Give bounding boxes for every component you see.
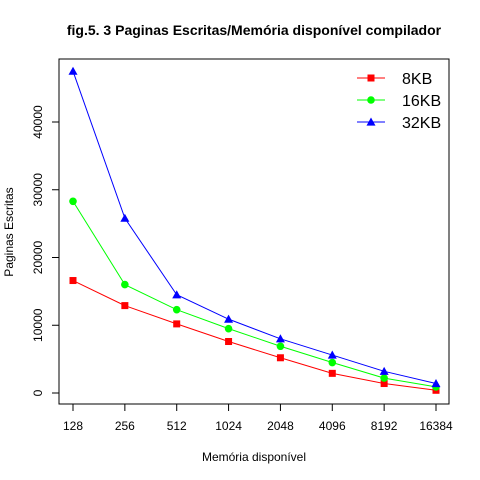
- y-tick-label-40000: 40000: [31, 105, 45, 139]
- point-32KB-2048: [275, 334, 285, 343]
- point-8KB-4096: [328, 369, 336, 377]
- point-16KB-2048: [276, 342, 285, 351]
- point-32KB-256: [120, 213, 130, 222]
- x-tick-label-1024: 1024: [215, 419, 242, 433]
- point-16KB-4096: [328, 358, 337, 367]
- series-line-16KB: [72, 201, 437, 388]
- chart-title: fig.5. 3 Paginas Escritas/Memória dispon…: [67, 22, 442, 38]
- point-8KB-8192: [380, 380, 388, 388]
- point-32KB-16384: [431, 379, 441, 388]
- point-32KB-4096: [327, 350, 337, 359]
- y-tick-label-30000: 30000: [31, 173, 45, 207]
- point-8KB-256: [121, 302, 129, 310]
- point-8KB-1024: [225, 338, 233, 346]
- x-tick-label-8192: 8192: [371, 419, 398, 433]
- y-tick-label-10000: 10000: [31, 308, 45, 342]
- point-8KB-512: [173, 320, 181, 328]
- series-line-8KB: [72, 280, 437, 391]
- legend-marker-32KB: [366, 117, 376, 126]
- legend-label-32KB: 32KB: [402, 115, 441, 132]
- y-axis-label: Paginas Escritas: [2, 187, 16, 276]
- x-axis-label: Memória disponível: [202, 450, 306, 464]
- point-32KB-1024: [224, 314, 234, 323]
- x-tick-label-2048: 2048: [267, 419, 294, 433]
- series-line-32KB: [72, 71, 437, 385]
- y-tick-label-20000: 20000: [31, 240, 45, 274]
- legend-marker-16KB: [367, 96, 375, 104]
- x-tick-label-512: 512: [167, 419, 187, 433]
- point-8KB-2048: [276, 354, 284, 362]
- y-tick-label-0: 0: [31, 389, 45, 396]
- point-8KB-128: [69, 277, 77, 285]
- x-tick-label-128: 128: [63, 419, 83, 433]
- plot-area: [58, 58, 450, 405]
- legend-label-16KB: 16KB: [402, 93, 441, 110]
- point-16KB-256: [121, 280, 129, 289]
- point-16KB-512: [172, 305, 181, 314]
- point-16KB-8192: [380, 374, 388, 382]
- x-tick-label-4096: 4096: [319, 419, 346, 433]
- point-32KB-8192: [379, 366, 389, 375]
- point-32KB-512: [172, 290, 182, 299]
- chart-marks: 128 256 512 1024 2048 4096 8192 16384 0 10000 2000…: [31, 66, 453, 433]
- point-32KB-128: [68, 66, 78, 75]
- legend-marker-8KB: [367, 74, 375, 82]
- legend-label-8KB: 8KB: [402, 71, 432, 88]
- point-16KB-1024: [224, 324, 233, 333]
- point-16KB-128: [69, 197, 77, 206]
- x-tick-label-16384: 16384: [419, 419, 453, 433]
- x-tick-label-256: 256: [115, 419, 135, 433]
